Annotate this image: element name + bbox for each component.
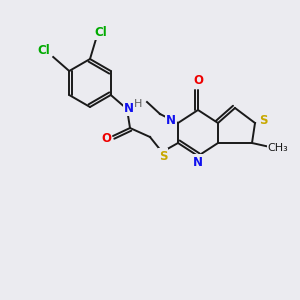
Text: S: S — [159, 149, 167, 163]
Text: O: O — [101, 133, 111, 146]
Text: Cl: Cl — [38, 44, 51, 58]
Text: O: O — [193, 74, 203, 88]
Text: Cl: Cl — [94, 26, 107, 38]
Text: H: H — [134, 99, 142, 109]
Text: N: N — [124, 101, 134, 115]
Text: S: S — [259, 115, 267, 128]
Text: CH₃: CH₃ — [268, 143, 288, 153]
Text: N: N — [166, 115, 176, 128]
Text: N: N — [193, 155, 203, 169]
